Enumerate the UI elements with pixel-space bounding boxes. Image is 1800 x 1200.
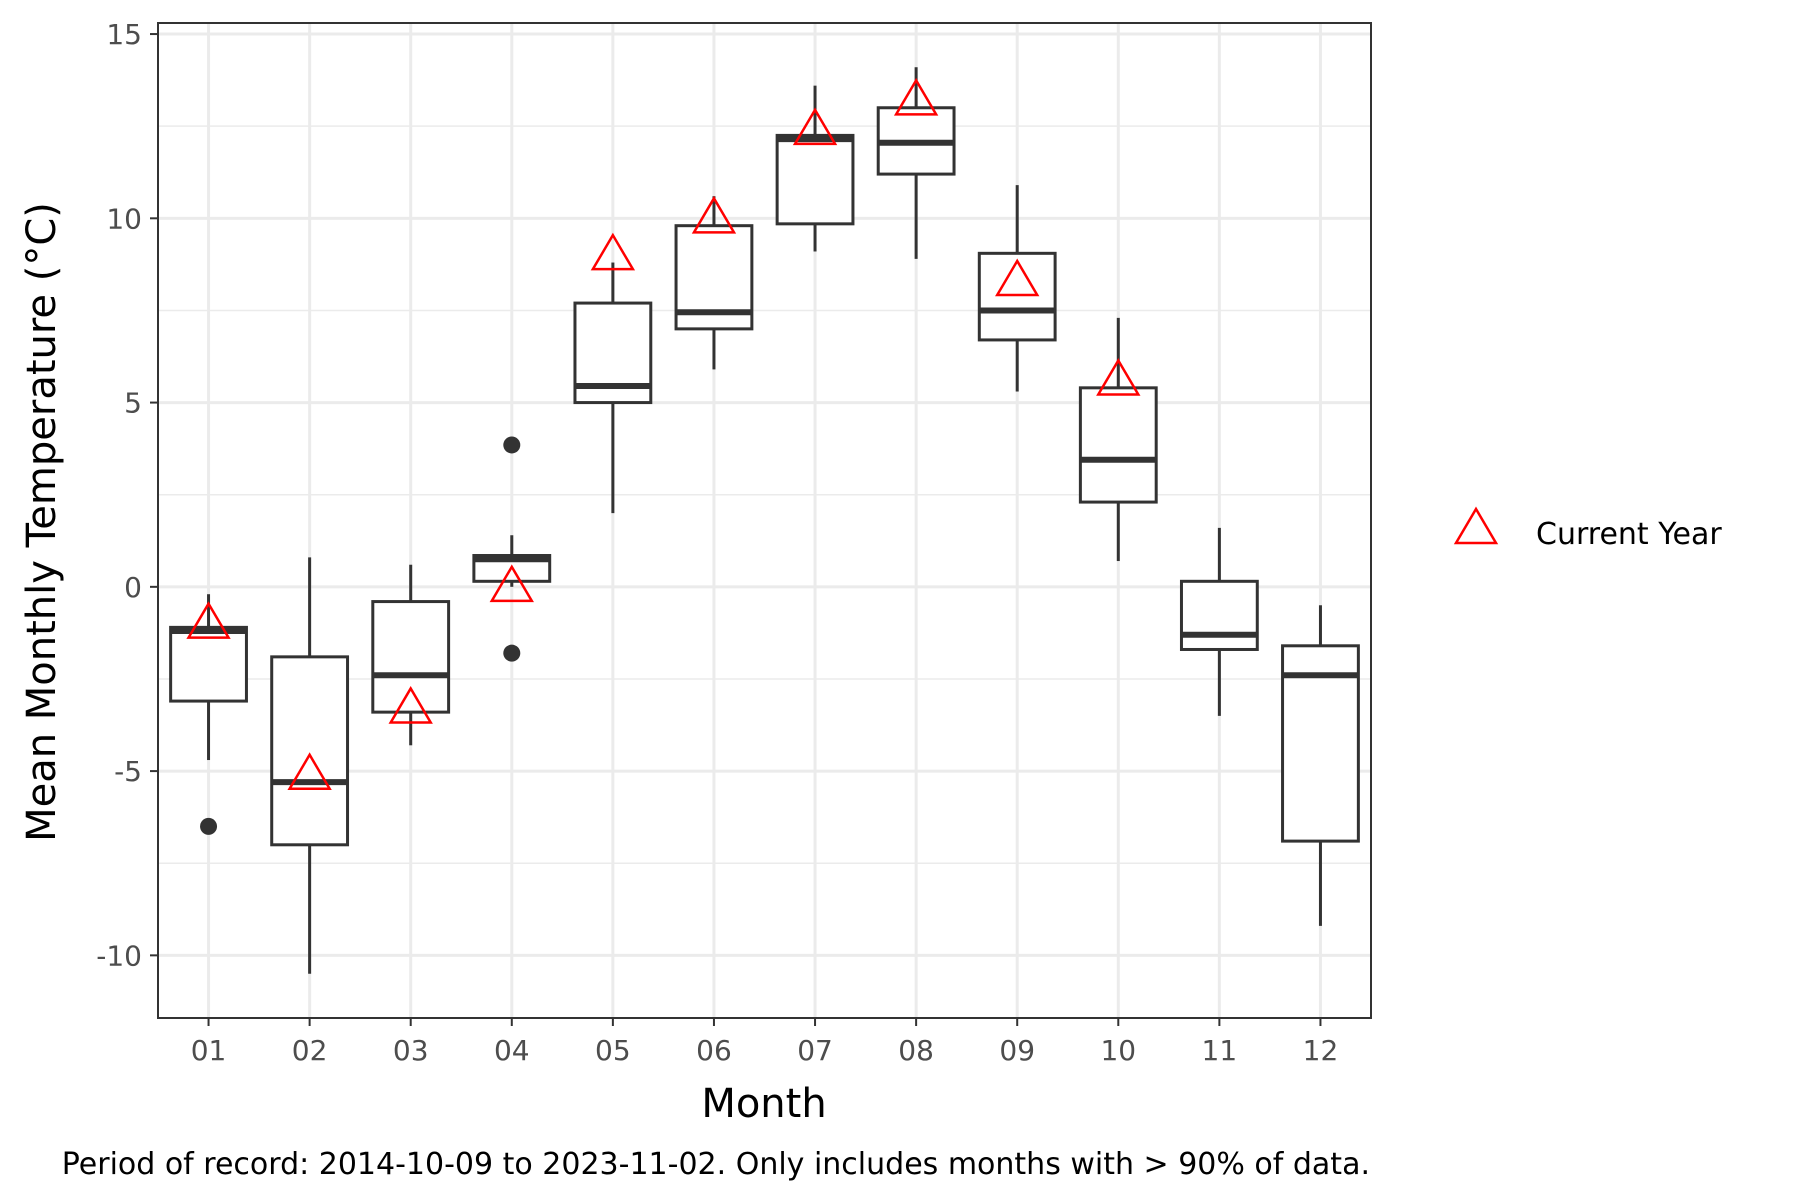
plot-panel-background [158, 23, 1371, 1018]
x-axis-title: Month [701, 1081, 826, 1127]
x-tick-label: 12 [1303, 1034, 1339, 1067]
legend: Current Year [1453, 506, 1722, 552]
x-tick-label: 10 [1100, 1034, 1136, 1067]
x-tick-label: 04 [494, 1034, 530, 1067]
chart-caption: Period of record: 2014-10-09 to 2023-11-… [62, 1147, 1370, 1182]
current-year-triangle [489, 564, 534, 603]
y-axis-title: Mean Monthly Temperature (°C) [19, 202, 65, 842]
x-tick-label: 01 [191, 1034, 227, 1067]
x-tick-label: 06 [696, 1034, 732, 1067]
y-tick-label: -10 [96, 939, 142, 972]
current-year-triangle [388, 685, 433, 724]
x-tick-label: 02 [292, 1034, 328, 1067]
box-iqr [977, 251, 1057, 342]
box-iqr [169, 625, 248, 703]
current-year-layer [186, 77, 1141, 791]
x-tick-label: 07 [797, 1034, 833, 1067]
current-year-triangle [691, 195, 737, 234]
current-year-triangle [590, 232, 636, 271]
current-year-triangle [893, 77, 939, 116]
y-tick-label: 0 [124, 571, 142, 604]
x-tick-label: 05 [595, 1034, 631, 1067]
current-year-triangle [995, 258, 1040, 297]
current-year-triangle [1096, 357, 1141, 396]
x-tick-label: 03 [393, 1034, 429, 1067]
legend-label-current-year: Current Year [1536, 517, 1722, 552]
box-layer [169, 67, 1360, 974]
outlier-point [503, 644, 521, 662]
box-iqr [1179, 579, 1259, 651]
box-iqr [1078, 386, 1158, 504]
y-tick-label: 10 [106, 202, 142, 235]
box-iqr [775, 133, 855, 226]
box-iqr [371, 600, 451, 714]
current-year-triangle [792, 107, 838, 146]
box-iqr [1281, 644, 1360, 843]
x-tick-label: 09 [999, 1034, 1035, 1067]
outlier-point [200, 817, 218, 835]
box-iqr [270, 655, 350, 847]
plot-panel-border [157, 22, 1372, 1019]
current-year-triangle [287, 752, 332, 791]
y-tick-label: 15 [106, 18, 142, 51]
x-tick-label: 08 [898, 1034, 934, 1067]
x-tick-label: 11 [1202, 1034, 1238, 1067]
current-year-triangle [186, 601, 231, 639]
outlier-point [503, 436, 521, 454]
legend-key-triangle [1453, 506, 1499, 545]
y-tick-label: 5 [124, 387, 142, 420]
y-tick-label: -5 [114, 755, 142, 788]
